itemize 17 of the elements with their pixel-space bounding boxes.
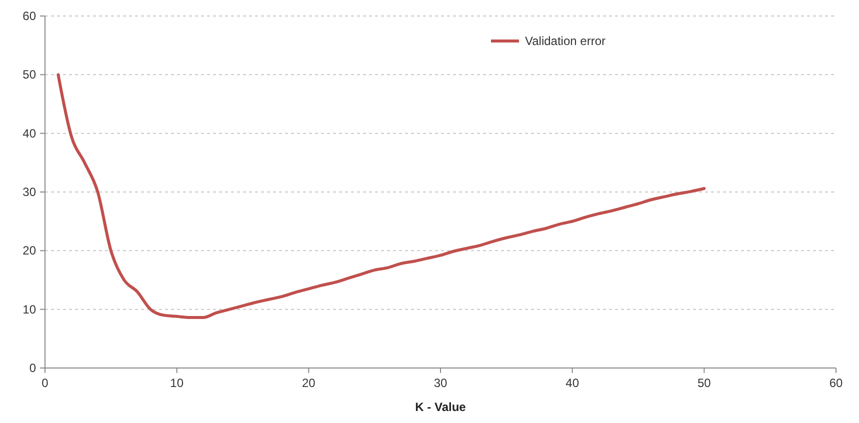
x-tick-label: 30 <box>434 376 448 390</box>
x-tick-label: 10 <box>170 376 184 390</box>
line-series <box>56 73 706 320</box>
y-tick-label: 20 <box>22 244 36 258</box>
x-axis-title: K - Value <box>415 400 466 414</box>
x-tick-label: 20 <box>302 376 316 390</box>
x-tick-label: 60 <box>829 376 843 390</box>
x-tick-label: 40 <box>566 376 580 390</box>
legend-label: Validation error <box>525 34 606 48</box>
y-tick-label: 10 <box>22 302 36 316</box>
y-tick-label: 50 <box>22 68 36 82</box>
x-tick-label: 50 <box>697 376 712 390</box>
x-tick-label: 0 <box>42 376 49 390</box>
y-tick-label: 40 <box>22 126 36 140</box>
y-tick-label: 30 <box>22 185 36 199</box>
y-tick-label: 60 <box>22 9 36 23</box>
y-tick-label: 0 <box>29 361 36 375</box>
